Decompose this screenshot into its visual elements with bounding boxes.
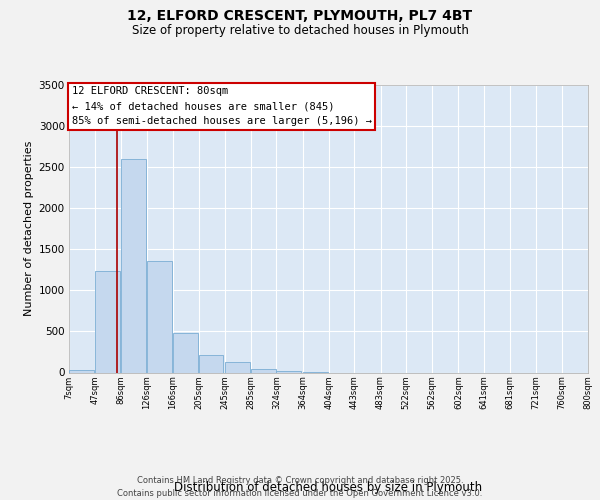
Bar xyxy=(225,362,250,372)
Bar xyxy=(69,370,94,372)
Bar xyxy=(147,261,172,372)
Bar xyxy=(121,159,146,372)
Y-axis label: Number of detached properties: Number of detached properties xyxy=(25,141,34,316)
Bar xyxy=(199,355,223,372)
Text: 12, ELFORD CRESCENT, PLYMOUTH, PL7 4BT: 12, ELFORD CRESCENT, PLYMOUTH, PL7 4BT xyxy=(127,9,473,23)
Bar xyxy=(251,369,276,372)
X-axis label: Distribution of detached houses by size in Plymouth: Distribution of detached houses by size … xyxy=(175,482,482,494)
Bar xyxy=(95,272,120,372)
Text: Size of property relative to detached houses in Plymouth: Size of property relative to detached ho… xyxy=(131,24,469,37)
Text: Contains HM Land Registry data © Crown copyright and database right 2025.
Contai: Contains HM Land Registry data © Crown c… xyxy=(118,476,482,498)
Bar xyxy=(173,333,198,372)
Text: 12 ELFORD CRESCENT: 80sqm
← 14% of detached houses are smaller (845)
85% of semi: 12 ELFORD CRESCENT: 80sqm ← 14% of detac… xyxy=(71,86,371,126)
